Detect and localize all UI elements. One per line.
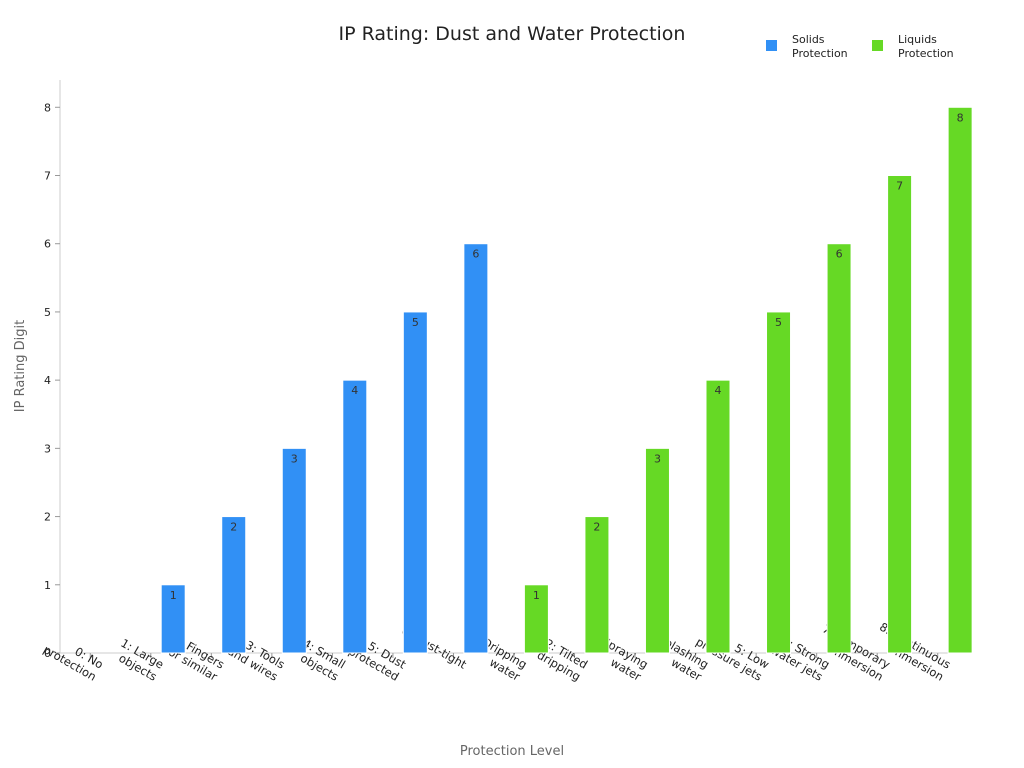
y-axis-label: IP Rating Digit (13, 320, 28, 412)
x-tick-label: 0: Noprotection (41, 630, 106, 684)
bar-value-label: 8 (957, 111, 964, 124)
bar (705, 379, 731, 654)
y-tick-label: 4 (44, 374, 51, 387)
y-tick-label: 0 (44, 647, 51, 660)
bar (342, 379, 368, 654)
bar (463, 243, 489, 654)
bar (523, 584, 549, 654)
bar (887, 175, 913, 654)
bar (281, 447, 307, 654)
legend-label: Solids Protection (792, 33, 848, 60)
x-tick-label: 1: Largeobjects (111, 636, 166, 684)
bar (644, 447, 670, 654)
legend-swatch (872, 40, 883, 51)
bar-value-label: 1 (533, 589, 540, 602)
bar (402, 311, 428, 654)
x-tick-label: 5: Lowpressure jets (693, 622, 771, 683)
y-tick-label: 8 (44, 101, 51, 114)
y-tick-label: 5 (44, 306, 51, 319)
bar (766, 311, 792, 654)
y-tick-label: 2 (44, 511, 51, 524)
bar-value-label: 3 (654, 452, 661, 465)
y-tick-label: 6 (44, 238, 51, 251)
bar (221, 516, 247, 654)
x-axis-label: Protection Level (460, 744, 564, 759)
bar-value-label: 2 (593, 521, 600, 534)
bar (826, 243, 852, 654)
y-tick-label: 7 (44, 170, 51, 183)
legend-swatch (766, 40, 777, 51)
bar-value-label: 1 (170, 589, 177, 602)
bars: 1 2 3 4 5 6 1 2 3 4 5 6 7 8 (160, 106, 973, 654)
bar-value-label: 4 (714, 384, 721, 397)
bar-value-label: 4 (351, 384, 358, 397)
bar-value-label: 5 (412, 316, 419, 329)
bar-value-label: 7 (896, 180, 903, 193)
legend-label: Liquids Protection (898, 33, 954, 60)
bar-value-label: 3 (291, 452, 298, 465)
bar (947, 106, 973, 654)
bar-value-label: 6 (472, 248, 479, 261)
y-tick-label: 3 (44, 442, 51, 455)
y-tick-label: 1 (44, 579, 51, 592)
bar-value-label: 6 (836, 248, 843, 261)
y-axis: 0 1 2 3 4 5 6 7 8 (44, 80, 61, 660)
bar-value-label: 5 (775, 316, 782, 329)
bar (160, 584, 186, 654)
chart-title: IP Rating: Dust and Water Protection (339, 23, 686, 45)
legend: Solids Protection Liquids Protection (766, 33, 954, 60)
bar (584, 516, 610, 654)
bar-value-label: 2 (230, 521, 237, 534)
